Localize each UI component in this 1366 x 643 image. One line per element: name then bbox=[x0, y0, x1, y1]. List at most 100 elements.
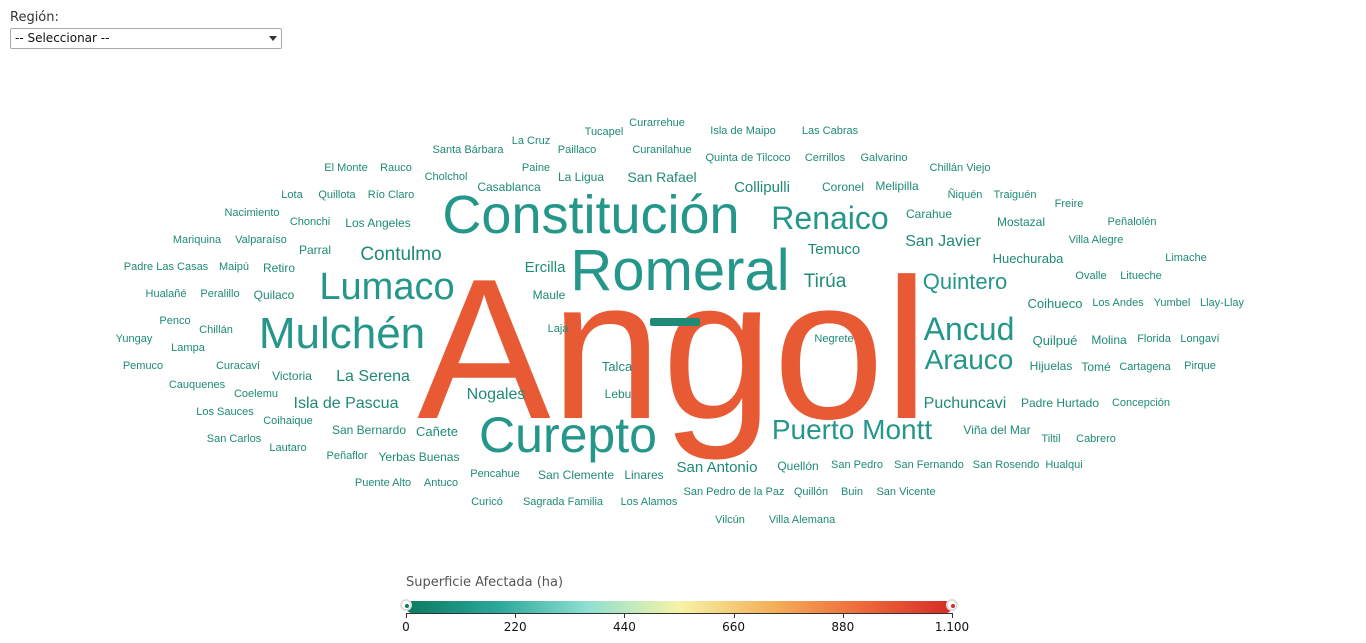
cloud-word[interactable]: Romeral bbox=[570, 238, 790, 303]
cloud-word[interactable]: Peñaflor bbox=[326, 450, 368, 462]
cloud-word[interactable]: Lautaro bbox=[269, 442, 307, 454]
cloud-word[interactable]: La Serena bbox=[336, 368, 410, 385]
cloud-word[interactable]: Llay-Llay bbox=[1199, 297, 1245, 309]
cloud-word[interactable]: Quillón bbox=[793, 486, 829, 498]
cloud-word[interactable]: Lampa bbox=[171, 342, 205, 354]
range-max-handle[interactable] bbox=[946, 599, 958, 611]
cloud-word[interactable]: Litueche bbox=[1120, 270, 1162, 282]
cloud-word[interactable]: Paillaco bbox=[557, 144, 597, 156]
cloud-word[interactable]: Parral bbox=[298, 243, 332, 257]
cloud-word[interactable]: Cerrillos bbox=[804, 152, 846, 164]
cloud-word[interactable]: San Fernando bbox=[894, 459, 964, 471]
cloud-word[interactable]: Coronel bbox=[821, 180, 865, 194]
cloud-word[interactable]: El Monte bbox=[324, 162, 368, 174]
cloud-word[interactable]: Peñalolén bbox=[1107, 216, 1157, 228]
cloud-word[interactable]: Negrete bbox=[814, 333, 854, 345]
cloud-word[interactable]: Puente Alto bbox=[354, 477, 412, 489]
cloud-word[interactable]: Los Sauces bbox=[196, 406, 254, 418]
cloud-word[interactable]: San Javier bbox=[905, 233, 981, 250]
cloud-word[interactable]: Paine bbox=[521, 162, 551, 174]
cloud-word[interactable]: Contulmo bbox=[360, 244, 442, 265]
cloud-word[interactable]: Freire bbox=[1054, 198, 1084, 210]
cloud-word[interactable]: Curarrehue bbox=[629, 117, 685, 129]
cloud-word[interactable]: Cauquenes bbox=[168, 379, 226, 391]
cloud-word[interactable]: Tiltil bbox=[1041, 433, 1061, 445]
cloud-word[interactable]: Santa Bárbara bbox=[432, 144, 504, 156]
cloud-word[interactable]: Retiro bbox=[262, 261, 296, 275]
cloud-word[interactable]: Los Angeles bbox=[345, 216, 411, 230]
cloud-word[interactable]: Molina bbox=[1091, 333, 1127, 347]
cloud-word[interactable]: Chillán bbox=[199, 324, 233, 336]
cloud-word[interactable]: San Antonio bbox=[676, 459, 758, 476]
cloud-word[interactable]: Curanilahue bbox=[632, 144, 692, 156]
cloud-word[interactable]: Quilaco bbox=[253, 288, 295, 302]
region-select[interactable]: -- Seleccionar -- bbox=[10, 28, 282, 49]
cloud-word[interactable]: Mulchén bbox=[258, 309, 426, 358]
cloud-word[interactable]: Valparaíso bbox=[235, 234, 287, 246]
cloud-word[interactable]: Villa Alemana bbox=[768, 514, 836, 526]
cloud-word[interactable]: Talca bbox=[601, 359, 633, 374]
cloud-word[interactable]: Coihaique bbox=[263, 415, 313, 427]
cloud-word[interactable]: Cañete bbox=[416, 424, 458, 439]
cloud-word[interactable]: Curacaví bbox=[215, 360, 261, 372]
cloud-word[interactable]: Ancud bbox=[923, 311, 1015, 347]
cloud-word[interactable]: San Clemente bbox=[537, 468, 615, 482]
cloud-word[interactable]: Puchuncavi bbox=[923, 395, 1007, 412]
cloud-word[interactable]: San Pedro bbox=[831, 459, 883, 471]
cloud-word[interactable]: Temuco bbox=[807, 241, 861, 258]
cloud-word[interactable]: San Carlos bbox=[206, 433, 262, 445]
cloud-word[interactable]: Cartagena bbox=[1119, 361, 1171, 373]
cloud-word[interactable]: Lota bbox=[281, 189, 303, 201]
cloud-word[interactable]: Ovalle bbox=[1075, 270, 1107, 282]
cloud-word[interactable]: San Rosendo bbox=[972, 459, 1040, 471]
cloud-word[interactable]: Tomé bbox=[1081, 360, 1111, 374]
cloud-word[interactable]: Quellón bbox=[777, 459, 819, 473]
cloud-word[interactable]: Penco bbox=[159, 315, 191, 327]
cloud-word[interactable]: San Rafael bbox=[627, 169, 697, 185]
cloud-word[interactable]: Victoria bbox=[272, 369, 312, 383]
cloud-word[interactable]: Chonchi bbox=[289, 216, 331, 228]
cloud-word[interactable]: Quillota bbox=[318, 189, 356, 201]
cloud-word[interactable]: Florida bbox=[1137, 333, 1171, 345]
cloud-word[interactable]: Linares bbox=[624, 468, 664, 482]
cloud-word[interactable]: Coelemu bbox=[233, 388, 279, 400]
cloud-word[interactable]: Ñiquén bbox=[947, 189, 983, 201]
cloud-word[interactable]: Puerto Montt bbox=[771, 414, 933, 445]
cloud-word[interactable]: Mariquina bbox=[172, 234, 222, 246]
cloud-word[interactable]: Tucapel bbox=[584, 126, 624, 138]
cloud-word[interactable]: Lumaco bbox=[319, 266, 455, 308]
cloud-word[interactable]: San Pedro de la Paz bbox=[683, 486, 785, 498]
cloud-word[interactable]: La Ligua bbox=[557, 170, 605, 184]
cloud-word[interactable]: Antuco bbox=[423, 477, 459, 489]
cloud-word[interactable]: Villa Alegre bbox=[1068, 234, 1124, 246]
cloud-word[interactable]: Maipú bbox=[219, 261, 249, 273]
cloud-word[interactable]: Collipulli bbox=[734, 179, 790, 196]
cloud-word[interactable]: San Bernardo bbox=[331, 423, 407, 437]
cloud-word[interactable]: Ercilla bbox=[524, 259, 566, 276]
cloud-word[interactable]: Los Andes bbox=[1092, 297, 1144, 309]
cloud-word[interactable]: Los Alamos bbox=[620, 496, 678, 508]
cloud-word[interactable]: Río Claro bbox=[367, 189, 415, 201]
cloud-word[interactable]: Chillán Viejo bbox=[929, 162, 991, 174]
cloud-word[interactable]: Limache bbox=[1165, 252, 1207, 264]
range-min-handle[interactable] bbox=[400, 599, 412, 611]
cloud-word[interactable]: Pemuco bbox=[122, 360, 164, 372]
cloud-word[interactable]: Quintero bbox=[922, 269, 1008, 294]
cloud-word[interactable]: Laja bbox=[547, 323, 569, 335]
cloud-word[interactable]: Yerbas Buenas bbox=[378, 450, 460, 464]
cloud-word[interactable]: Traiguén bbox=[993, 189, 1037, 201]
cloud-word[interactable]: Quinta de Tilcoco bbox=[705, 152, 791, 164]
cloud-word[interactable]: Quilpué bbox=[1032, 333, 1078, 348]
cloud-word[interactable]: Cabrero bbox=[1076, 433, 1116, 445]
cloud-word[interactable]: Nogales bbox=[466, 386, 526, 403]
cloud-word[interactable]: Rauco bbox=[380, 162, 412, 174]
cloud-word[interactable]: Casablanca bbox=[477, 180, 541, 194]
cloud-word[interactable]: Galvarino bbox=[860, 152, 908, 164]
cloud-word[interactable]: Peralillo bbox=[200, 288, 240, 300]
cloud-word[interactable]: Maule bbox=[532, 288, 566, 302]
cloud-word[interactable]: Vilcún bbox=[715, 514, 745, 526]
cloud-word[interactable]: Angol bbox=[417, 238, 929, 461]
cloud-word[interactable]: Hijuelas bbox=[1029, 359, 1073, 373]
cloud-word[interactable]: La Cruz bbox=[511, 135, 551, 147]
cloud-word[interactable]: Carahue bbox=[905, 207, 953, 221]
